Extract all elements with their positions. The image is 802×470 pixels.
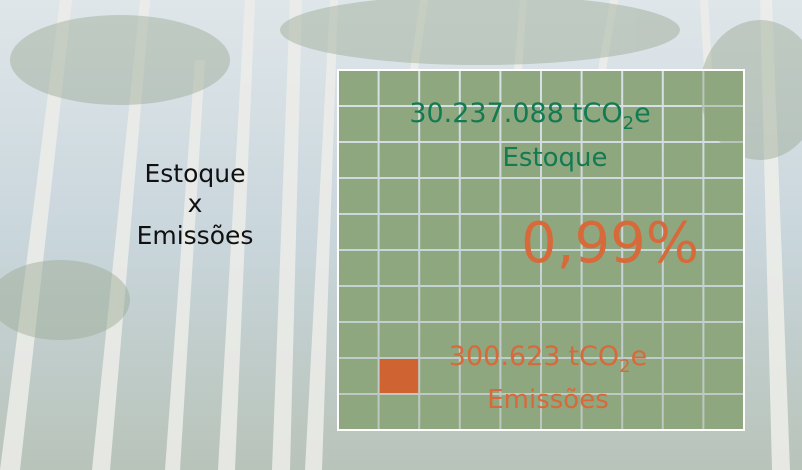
left-label-line: Emissões [137, 221, 254, 250]
emissions-subscript: 2 [619, 356, 630, 377]
grid-cell [623, 395, 662, 429]
grid-cell [704, 251, 743, 285]
grid-cell [704, 107, 743, 141]
grid-cell [380, 179, 419, 213]
grid-cell [420, 215, 459, 249]
grid-cell [461, 179, 500, 213]
grid-cell [542, 179, 581, 213]
stock-label: Estoque [502, 143, 607, 173]
grid-cell [461, 143, 500, 177]
emission-cell [380, 359, 419, 393]
stock-unit-suffix: e [634, 98, 651, 129]
grid-cell [704, 143, 743, 177]
grid-cell [461, 215, 500, 249]
emissions-label: Emissões [487, 385, 609, 415]
stock-subscript: 2 [623, 113, 634, 134]
left-label-line: Estoque [144, 159, 245, 188]
grid-cell [623, 287, 662, 321]
grid-cell [420, 287, 459, 321]
grid-cell [583, 287, 622, 321]
grid-cell [664, 359, 703, 393]
percentage: 0,99% [521, 211, 699, 276]
grid-cell [623, 143, 662, 177]
grid-cell [380, 323, 419, 357]
grid-cell [664, 323, 703, 357]
grid-cell [339, 287, 378, 321]
grid-cell [380, 143, 419, 177]
grid-cell [664, 395, 703, 429]
grid-cell [704, 287, 743, 321]
grid-cell [501, 287, 540, 321]
grid-cell [704, 179, 743, 213]
grid-cell [339, 107, 378, 141]
grid-cell [339, 359, 378, 393]
grid-cell [420, 395, 459, 429]
grid-cell [461, 251, 500, 285]
grid-cell [339, 71, 378, 105]
grid-cell [583, 179, 622, 213]
grid-cell [339, 251, 378, 285]
grid-cell [704, 215, 743, 249]
grid-cell [339, 323, 378, 357]
grid-cell [380, 251, 419, 285]
grid-cell [704, 71, 743, 105]
grid-cell [664, 287, 703, 321]
grid-cell [380, 215, 419, 249]
grid-cell [501, 179, 540, 213]
grid-cell [623, 179, 662, 213]
grid-cell [664, 179, 703, 213]
emissions-unit: tCO [568, 341, 619, 372]
grid-cell [704, 395, 743, 429]
grid-cell [664, 107, 703, 141]
grid-cell [339, 395, 378, 429]
grid-cell [339, 179, 378, 213]
emissions-value: 300.623 [449, 341, 561, 372]
infographic: Estoque x Emissões 30.237.088tCO2e Estoq… [0, 0, 802, 470]
grid-cell [339, 215, 378, 249]
stock-unit: tCO [572, 98, 623, 129]
grid-cell [420, 251, 459, 285]
stock-amount: 30.237.088 tCO2e [409, 98, 650, 134]
grid-cell [339, 143, 378, 177]
grid-cell [380, 287, 419, 321]
grid-cell [542, 287, 581, 321]
grid-cell [704, 323, 743, 357]
grid-cell [664, 71, 703, 105]
stock-value: 30.237.088 [409, 98, 564, 129]
grid-cell [380, 395, 419, 429]
grid-cell [664, 143, 703, 177]
grid-cell [461, 287, 500, 321]
grid-cell [420, 143, 459, 177]
grid-cell [704, 359, 743, 393]
left-label-line: x [188, 189, 203, 218]
emissions-unit-suffix: e [631, 341, 648, 372]
grid-cell [420, 179, 459, 213]
